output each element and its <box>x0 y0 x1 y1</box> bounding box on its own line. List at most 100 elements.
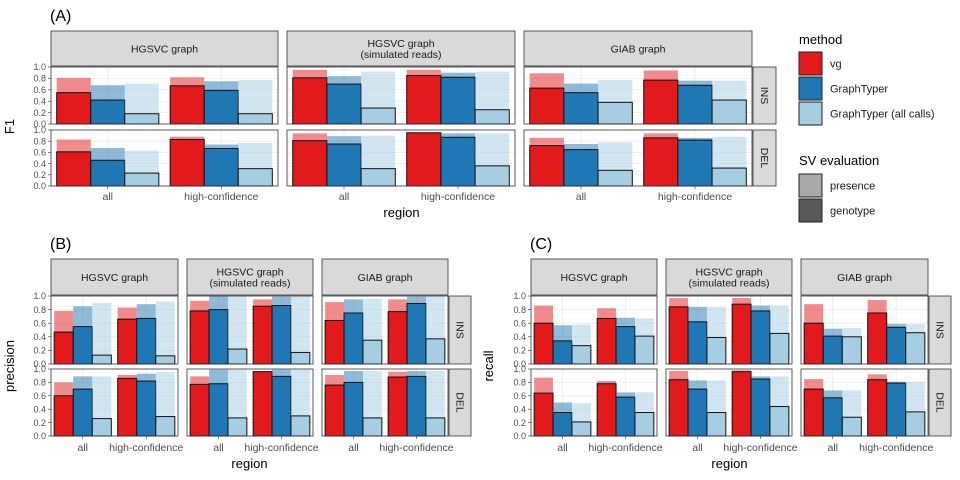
y-axis-title: precision <box>2 340 17 392</box>
bar-genotype <box>387 376 408 437</box>
facet-strip-label: DEL <box>454 392 466 413</box>
y-axis-title: F1 <box>2 119 17 134</box>
bar-genotype <box>326 143 362 187</box>
bar-genotype <box>563 92 599 125</box>
legend-key-graphtyper <box>798 76 823 101</box>
bar-genotype <box>643 79 679 125</box>
facet-strip-label: GIAB graph <box>611 44 666 56</box>
y-tick-label: 0.6 <box>33 148 46 158</box>
facet-panel <box>50 295 179 365</box>
y-tick-label: 0.6 <box>33 85 46 95</box>
facet-panel <box>186 368 314 437</box>
bar-presence <box>92 302 112 364</box>
y-tick-label: 0.0 <box>33 359 46 369</box>
facet-panel-border <box>186 368 314 437</box>
facet-strip-row <box>928 295 952 365</box>
y-tick-label: 0.8 <box>513 378 526 388</box>
bar-genotype <box>552 340 573 365</box>
bar-genotype <box>362 339 383 365</box>
y-tick-label: 0.0 <box>33 181 46 191</box>
y-tick-label: 0.8 <box>33 378 46 388</box>
legend-key-vg <box>798 51 823 76</box>
bar-genotype <box>237 168 273 187</box>
facet-panel-border <box>523 66 753 125</box>
x-tick-label: high-confidence <box>421 191 495 203</box>
bar-genotype <box>208 309 229 365</box>
facet-strip-column <box>186 258 314 296</box>
x-tick-label: high-confidence <box>658 191 732 203</box>
y-tick-label: 0.4 <box>33 404 46 414</box>
bar-genotype <box>406 375 427 437</box>
facet-panel-border <box>50 129 279 187</box>
legend-label-graphtyper: GraphTyper <box>830 84 888 96</box>
facet-strip-label: HGSVC graph <box>695 267 762 279</box>
bar-genotype <box>552 412 573 437</box>
x-tick-label: all <box>827 442 838 454</box>
x-tick-label: high-confidence <box>379 442 453 454</box>
panel-2: (B) region precision HGSVC graph HGSVC graph… <box>2 236 472 471</box>
bar-genotype <box>169 139 205 187</box>
bar-genotype <box>56 92 92 125</box>
legend-label-presence: presence <box>830 181 875 193</box>
facet-strip-column <box>665 258 793 296</box>
y-tick-label: 0.4 <box>33 332 46 342</box>
bar-genotype <box>91 354 112 365</box>
bar-genotype <box>687 388 708 437</box>
facet-panel-border <box>800 295 929 365</box>
bar-genotype <box>841 416 862 437</box>
y-tick-label: 1.0 <box>33 364 46 374</box>
facet-strip-label: INS <box>454 321 466 339</box>
legend-key-genotype <box>798 198 823 223</box>
bar-genotype <box>529 145 565 187</box>
facet-strip-column <box>530 258 658 296</box>
y-tick-label: 0.2 <box>33 170 46 180</box>
bar-genotype <box>252 305 273 365</box>
bar-genotype <box>292 77 328 125</box>
x-tick-label: all <box>557 442 568 454</box>
x-tick-label: all <box>348 442 359 454</box>
legend-label-genotype: genotype <box>830 206 875 218</box>
x-tick-label: high-confidence <box>109 442 183 454</box>
bar-genotype <box>72 388 93 437</box>
bar-genotype <box>571 421 592 437</box>
x-tick-label: all <box>102 191 113 203</box>
facet-strip-label: INS <box>758 87 770 105</box>
facet-panel-border <box>665 295 793 365</box>
x-tick-label: all <box>692 442 703 454</box>
facet-strip-label: GIAB graph <box>358 272 413 284</box>
facet-strip-label: HGSVC graph <box>216 267 283 279</box>
facet-strip-column <box>286 30 516 67</box>
facet-panel-border <box>523 129 753 187</box>
facet-strip-label: HGSVC graph <box>367 38 434 50</box>
legend-label-graphtyper-all-calls: GraphTyper (all calls) <box>830 109 935 121</box>
facet-panel-border <box>50 368 179 437</box>
facet-panel <box>665 368 793 437</box>
facet-panel <box>530 368 658 437</box>
facet-strip-label: GIAB graph <box>837 272 892 284</box>
y-tick-label: 0.8 <box>33 74 46 84</box>
bar-presence <box>290 296 310 364</box>
bar-genotype <box>822 397 843 437</box>
bar-genotype <box>706 412 727 437</box>
x-tick-label: high-confidence <box>244 442 318 454</box>
facet-strip-row <box>448 295 472 365</box>
bar-genotype <box>292 140 328 187</box>
y-tick-label: 0.4 <box>513 404 526 414</box>
facet-panel <box>321 368 449 437</box>
bar-genotype <box>803 388 824 437</box>
bar-genotype <box>227 348 248 365</box>
bar-genotype <box>387 311 408 365</box>
panel-label: (C) <box>530 236 552 253</box>
legend-method-title: method <box>799 32 842 47</box>
legend-label-vg: vg <box>830 59 842 71</box>
facet-panel <box>286 129 516 187</box>
bar-genotype <box>189 383 210 437</box>
bar-genotype <box>90 159 126 187</box>
legend-eval-title: SV evaluation <box>799 153 879 168</box>
x-tick-label: high-confidence <box>588 442 662 454</box>
facet-strip-column <box>50 258 179 296</box>
legend: method vg GraphTyper GraphTyper (all cal… <box>798 32 935 223</box>
facet-panel-border <box>286 129 516 187</box>
bar-genotype <box>822 335 843 365</box>
